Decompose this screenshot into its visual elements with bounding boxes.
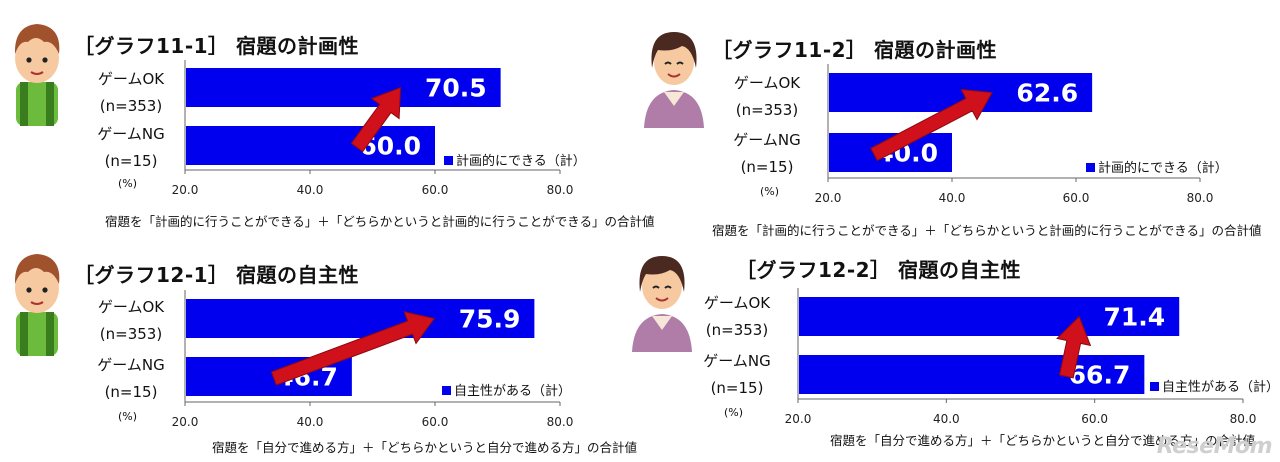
bar-value-label: 75.9	[459, 305, 521, 334]
bar-value-label: 62.6	[1016, 79, 1078, 108]
boy-character-icon	[14, 24, 60, 126]
x-tick-label: 80.0	[1230, 412, 1257, 426]
woman-character-icon	[644, 32, 704, 128]
bar	[799, 297, 1180, 336]
chart-title: ［グラフ11-2］ 宿題の計画性	[712, 38, 998, 62]
chart-legend: 計画的にできる（計）	[1086, 157, 1228, 176]
unit-label: (%)	[724, 406, 744, 419]
trend-arrow	[350, 86, 402, 153]
category-label: ゲームNG (n=15)	[733, 131, 801, 176]
category-label: ゲームOK (n=353)	[97, 298, 165, 343]
x-tick-label: 60.0	[1063, 191, 1090, 205]
category-label: ゲームNG (n=15)	[703, 352, 771, 397]
category-label: ゲームNG (n=15)	[97, 356, 165, 401]
chart-legend: 計画的にできる（計）	[444, 150, 586, 169]
chart-title: ［グラフ12-1］ 宿題の自主性	[74, 263, 360, 287]
bar-value-label: 70.5	[425, 74, 487, 103]
chart-note: 宿題を「計画的に行うことができる」＋「どちらかというと計画的に行うことができる」…	[712, 223, 1262, 238]
x-tick-label: 60.0	[422, 183, 449, 197]
bar	[186, 126, 435, 165]
x-tick-label: 20.0	[815, 191, 842, 205]
category-label: ゲームOK (n=353)	[703, 294, 771, 339]
chart-title: ［グラフ11-1］ 宿題の計画性	[74, 34, 360, 58]
trend-arrow	[1056, 315, 1092, 379]
x-tick-label: 20.0	[785, 412, 812, 426]
x-tick-label: 80.0	[547, 183, 574, 197]
woman-character-icon	[632, 256, 692, 352]
chart-legend: 自主性がある（計）	[1150, 376, 1279, 395]
x-tick-label: 20.0	[172, 183, 199, 197]
chart-note: 宿題を「自分で進める方」＋「どちらかというと自分で進める方」の合計値	[830, 433, 1256, 448]
legend-swatch	[1086, 163, 1095, 172]
category-label: ゲームOK (n=353)	[97, 70, 165, 115]
x-tick-label: 40.0	[939, 191, 966, 205]
x-tick-label: 40.0	[933, 412, 960, 426]
chart-note: 宿題を「計画的に行うことができる」＋「どちらかというと計画的に行うことができる」…	[105, 214, 655, 229]
x-tick-label: 60.0	[422, 415, 449, 429]
boy-character-icon	[14, 254, 60, 356]
category-label: ゲームNG (n=15)	[97, 125, 165, 170]
bar	[799, 355, 1145, 394]
unit-label: (%)	[118, 177, 138, 190]
chart-legend: 自主性がある（計）	[442, 380, 571, 399]
trend-arrow	[270, 311, 436, 386]
x-tick-label: 20.0	[172, 415, 199, 429]
x-tick-label: 40.0	[297, 183, 324, 197]
chart-note: 宿題を「自分で進める方」＋「どちらかというと自分で進める方」の合計値	[212, 440, 638, 455]
x-tick-label: 60.0	[1081, 412, 1108, 426]
x-tick-label: 80.0	[547, 415, 574, 429]
chart-title: ［グラフ12-2］ 宿題の自主性	[736, 258, 1022, 282]
bar-value-label: 71.4	[1104, 303, 1166, 332]
x-tick-label: 40.0	[297, 415, 324, 429]
category-label: ゲームOK (n=353)	[733, 74, 801, 119]
x-tick-label: 80.0	[1187, 191, 1214, 205]
watermark-logo: ReseMom	[1156, 434, 1273, 459]
unit-label: (%)	[118, 410, 138, 423]
legend-swatch	[442, 386, 451, 395]
unit-label: (%)	[760, 185, 780, 198]
legend-swatch	[1150, 382, 1159, 391]
legend-swatch	[444, 156, 453, 165]
bar	[186, 68, 501, 107]
bar-value-label: 66.7	[1069, 361, 1131, 390]
bar	[186, 299, 535, 338]
trend-arrow	[870, 88, 993, 162]
